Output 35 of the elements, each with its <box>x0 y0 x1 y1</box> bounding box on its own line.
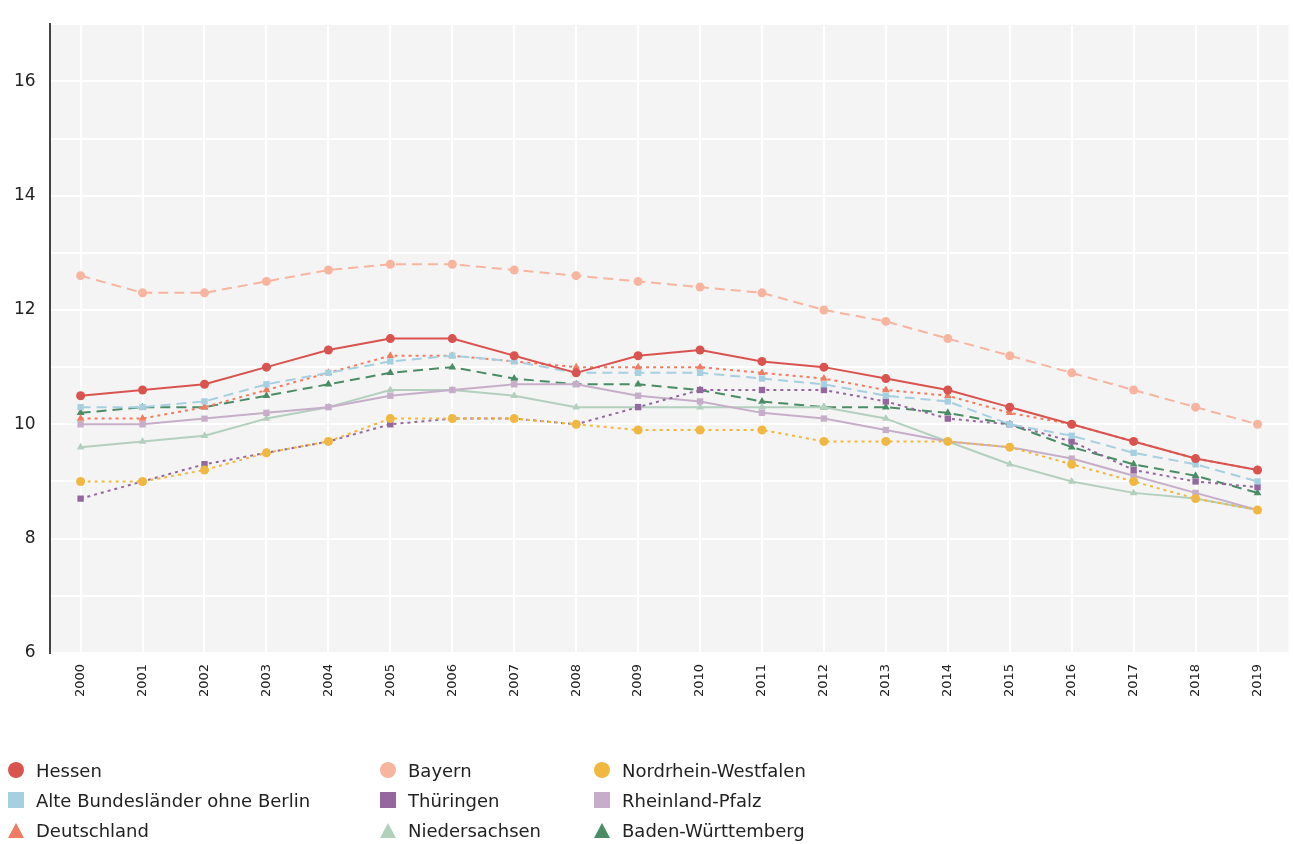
x-tick-label: 2006 <box>443 663 459 698</box>
x-tick-label: 2004 <box>319 663 335 698</box>
y-tick-label: 8 <box>24 527 36 548</box>
x-tick-label: 2012 <box>815 663 831 698</box>
x-tick-label: 2007 <box>505 663 521 698</box>
legend-label: Alte Bundesländer ohne Berlin <box>36 789 311 811</box>
x-tick-label: 2017 <box>1125 663 1141 698</box>
x-tick-label: 2019 <box>1248 663 1264 698</box>
x-tick-label: 2000 <box>71 663 87 698</box>
y-tick-label: 14 <box>13 184 36 205</box>
legend-label: Nordrhein-Westfalen <box>622 759 806 781</box>
legend-label: Hessen <box>36 759 102 781</box>
legend-label: Deutschland <box>36 819 149 841</box>
y-tick-label: 16 <box>13 69 36 90</box>
y-tick-label: 10 <box>13 412 36 433</box>
x-tick-label: 2016 <box>1063 663 1079 698</box>
x-tick-label: 2002 <box>195 663 211 698</box>
x-tick-label: 2015 <box>1001 663 1017 698</box>
x-tick-label: 2001 <box>133 663 149 698</box>
y-tick-label: 6 <box>24 641 36 662</box>
legend-label: Baden-Württemberg <box>622 819 805 841</box>
x-tick-label: 2014 <box>939 663 955 698</box>
y-tick-label: 12 <box>13 298 36 319</box>
x-tick-label: 2010 <box>691 663 707 698</box>
x-tick-label: 2008 <box>567 663 583 698</box>
legend-label: Thüringen <box>408 789 500 811</box>
x-tick-label: 2018 <box>1186 663 1202 698</box>
legend-label: Rheinland-Pfalz <box>622 789 762 811</box>
x-tick-label: 2005 <box>381 663 397 698</box>
x-tick-label: 2009 <box>629 663 645 698</box>
legend-label: Bayern <box>408 759 472 781</box>
x-tick-label: 2013 <box>877 663 893 698</box>
x-tick-label: 2003 <box>257 663 273 698</box>
legend-label: Niedersachsen <box>408 819 542 841</box>
x-tick-label: 2011 <box>753 663 769 698</box>
